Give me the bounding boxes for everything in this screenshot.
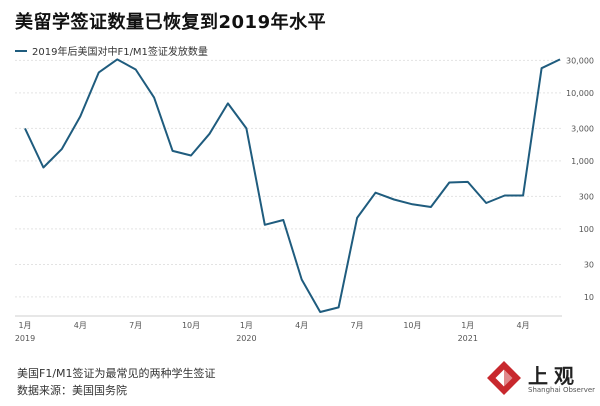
y-tick-label: 300 — [579, 192, 594, 201]
x-tick-year-label: 2021 — [458, 334, 478, 343]
x-axis-ticks: 1月 2019 4月 7月 10月 1月 2020 4月 7月 10月 1月 2021 4月 — [15, 321, 530, 343]
y-tick-label: 3,000 — [571, 124, 594, 133]
logo-mark-icon — [487, 361, 521, 395]
x-tick-label: 10月 — [403, 321, 421, 330]
x-tick-label: 4月 — [517, 321, 530, 330]
x-tick-label: 1月 — [461, 321, 474, 330]
x-tick-label: 4月 — [74, 321, 87, 330]
logo: 上观 Shanghai Observer — [486, 358, 596, 402]
x-tick-year-label: 2020 — [236, 334, 256, 343]
x-tick-label: 1月 — [18, 321, 31, 330]
chart-title: 美留学签证数量已恢复到2019年水平 — [15, 12, 327, 33]
x-tick-label: 7月 — [129, 321, 142, 330]
logo-subtitle: Shanghai Observer — [528, 386, 596, 394]
series-line — [24, 58, 561, 313]
x-tick-label: 4月 — [295, 321, 308, 330]
x-tick-label: 1月 — [240, 321, 253, 330]
legend: 2019年后美国对中F1/M1签证发放数量 — [15, 43, 208, 58]
data-source: 数据来源：美国国务院 — [17, 384, 127, 397]
footnote: 美国F1/M1签证为最常见的两种学生签证 — [17, 367, 216, 380]
logo-text: 上观 — [528, 364, 580, 388]
x-tick-label: 7月 — [351, 321, 364, 330]
y-tick-label: 30,000 — [566, 56, 594, 65]
grid-lines — [15, 59, 562, 317]
y-tick-label: 1,000 — [571, 157, 594, 166]
legend-swatch — [15, 49, 27, 52]
y-axis-ticks: 10 30 100 300 1,000 3,000 10,000 30,000 — [566, 56, 594, 302]
legend-label: 2019年后美国对中F1/M1签证发放数量 — [32, 47, 208, 58]
series-layer — [24, 58, 561, 313]
x-tick-year-label: 2019 — [15, 334, 35, 343]
y-tick-label: 10 — [584, 293, 594, 302]
y-tick-label: 30 — [584, 260, 594, 269]
y-tick-label: 100 — [579, 225, 594, 234]
x-tick-label: 10月 — [182, 321, 200, 330]
y-tick-label: 10,000 — [566, 89, 594, 98]
